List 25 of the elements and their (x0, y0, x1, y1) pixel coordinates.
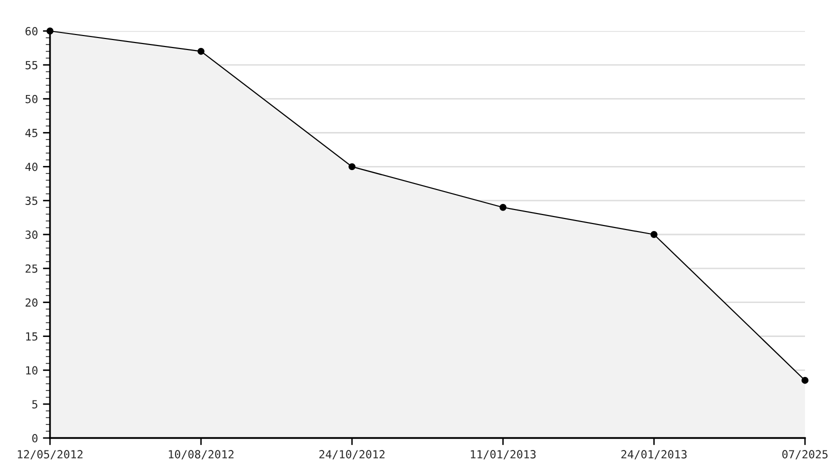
y-tick-label: 35 (26, 196, 38, 205)
point (802, 376, 808, 384)
y-tick-label: 40 (25, 162, 38, 172)
y-tick-label: 30 (26, 230, 38, 239)
point (348, 163, 356, 170)
point (46, 28, 54, 34)
y-tick-label: 45 (25, 128, 38, 138)
point (650, 231, 658, 238)
y-tick-label: 60 (26, 27, 38, 36)
point (500, 204, 506, 211)
y-tick-label: 50 (26, 94, 38, 104)
x-tick-label: 10/08/2012 (168, 450, 234, 460)
x-tick-label: 11/01/2013 (470, 450, 536, 460)
y-tick-label: 5 (32, 400, 38, 408)
x-tick-label: 24/01/2013 (621, 450, 687, 460)
y-tick-label: 25 (26, 264, 38, 273)
point (198, 48, 204, 55)
x-tick-label: 07/2025 (782, 450, 828, 460)
y-tick-label: 10 (26, 366, 38, 375)
x-tick-label: 12/05/2012 (18, 450, 83, 460)
x-tick-label: 24/10/2012 (319, 450, 385, 460)
y-tick-label: 0 (32, 434, 38, 442)
y-tick-label: 15 (26, 332, 38, 341)
y-tick-label: 20 (26, 298, 38, 307)
y-tick-label: 55 (26, 61, 38, 70)
